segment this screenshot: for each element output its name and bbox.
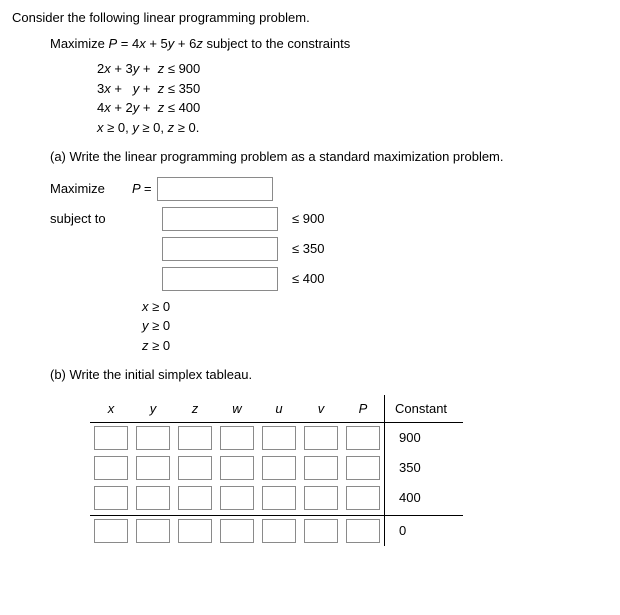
cell-r4-z[interactable] [178, 519, 212, 543]
const-r1: 900 [385, 423, 464, 454]
cell-r3-v[interactable] [304, 486, 338, 510]
intro-text: Consider the following linear programmin… [12, 8, 608, 28]
c3c: + [139, 100, 157, 115]
c3d: ≤ 400 [164, 100, 200, 115]
col-P: P [342, 395, 385, 423]
col-y: y [132, 395, 174, 423]
obj-eq: = 4 [117, 36, 139, 51]
nn-z-t: ≥ 0 [149, 338, 171, 353]
cell-r3-y[interactable] [136, 486, 170, 510]
c1c: + [139, 61, 157, 76]
cell-r1-w[interactable] [220, 426, 254, 450]
const-r3: 400 [385, 483, 464, 516]
c1d: ≤ 900 [164, 61, 200, 76]
var-P: P [109, 36, 118, 51]
cell-r2-u[interactable] [262, 456, 296, 480]
c4a: ≥ 0, [104, 120, 133, 135]
const-r4: 0 [385, 516, 464, 547]
c4c: ≥ 0. [174, 120, 199, 135]
col-u: u [258, 395, 300, 423]
c2c: + [139, 81, 157, 96]
c1b: + 3 [111, 61, 133, 76]
cell-r2-x[interactable] [94, 456, 128, 480]
cell-r2-v[interactable] [304, 456, 338, 480]
obj-p1: + 5 [146, 36, 168, 51]
tableau-row-4: 0 [90, 516, 463, 547]
cell-r3-w[interactable] [220, 486, 254, 510]
cell-r2-z[interactable] [178, 456, 212, 480]
tableau-header-row: x y z w u v P Constant [90, 395, 463, 423]
cell-r1-v[interactable] [304, 426, 338, 450]
cell-r2-w[interactable] [220, 456, 254, 480]
cell-r1-P[interactable] [346, 426, 380, 450]
maximize-row: Maximize P = [50, 177, 608, 201]
col-v: v [300, 395, 342, 423]
tableau-row-3: 400 [90, 483, 463, 516]
subject-to-row: subject to ≤ 900 [50, 207, 608, 231]
constraint-2-input[interactable] [162, 237, 278, 261]
cell-r4-x[interactable] [94, 519, 128, 543]
maximize-label: Maximize [50, 179, 132, 199]
cell-r4-v[interactable] [304, 519, 338, 543]
const-r2: 350 [385, 453, 464, 483]
part-a-text: (a) Write the linear programming problem… [50, 147, 608, 167]
cell-r2-y[interactable] [136, 456, 170, 480]
constraints-block: 2x + 3y + z ≤ 900 3x + y + z ≤ 350 4x + … [97, 59, 608, 137]
c3b: + 2 [111, 100, 133, 115]
c2b: + [111, 81, 133, 96]
col-constant: Constant [385, 395, 464, 423]
cell-r2-P[interactable] [346, 456, 380, 480]
cell-r1-y[interactable] [136, 426, 170, 450]
constraint-1-input[interactable] [162, 207, 278, 231]
cell-r1-z[interactable] [178, 426, 212, 450]
col-x: x [90, 395, 132, 423]
cell-r1-u[interactable] [262, 426, 296, 450]
obj-suffix: subject to the constraints [203, 36, 350, 51]
p-equals: P = [132, 179, 151, 199]
rhs-3: ≤ 400 [292, 269, 324, 289]
part-b-text: (b) Write the initial simplex tableau. [50, 365, 608, 385]
subject-to-label: subject to [50, 209, 132, 229]
cell-r4-u[interactable] [262, 519, 296, 543]
obj-p2: + 6 [174, 36, 196, 51]
nn-x-t: ≥ 0 [149, 299, 171, 314]
rhs-1: ≤ 900 [292, 209, 324, 229]
nonneg-block: x ≥ 0 y ≥ 0 z ≥ 0 [142, 297, 608, 356]
c2d: ≤ 350 [164, 81, 200, 96]
cell-r4-P[interactable] [346, 519, 380, 543]
tableau-row-2: 350 [90, 453, 463, 483]
cell-r3-P[interactable] [346, 486, 380, 510]
tableau-row-1: 900 [90, 423, 463, 454]
constraint-2-row: ≤ 350 [50, 237, 608, 261]
objective-input[interactable] [157, 177, 273, 201]
cell-r4-y[interactable] [136, 519, 170, 543]
simplex-tableau: x y z w u v P Constant 900 350 400 [90, 395, 463, 547]
c4b: ≥ 0, [139, 120, 168, 135]
cell-r3-x[interactable] [94, 486, 128, 510]
nn-y-t: ≥ 0 [149, 318, 171, 333]
cell-r4-w[interactable] [220, 519, 254, 543]
cell-r3-z[interactable] [178, 486, 212, 510]
obj-prefix: Maximize [50, 36, 109, 51]
objective-line: Maximize P = 4x + 5y + 6z subject to the… [50, 34, 608, 54]
col-z: z [174, 395, 216, 423]
rhs-2: ≤ 350 [292, 239, 324, 259]
col-w: w [216, 395, 258, 423]
cell-r3-u[interactable] [262, 486, 296, 510]
cell-r1-x[interactable] [94, 426, 128, 450]
constraint-3-input[interactable] [162, 267, 278, 291]
constraint-3-row: ≤ 400 [50, 267, 608, 291]
